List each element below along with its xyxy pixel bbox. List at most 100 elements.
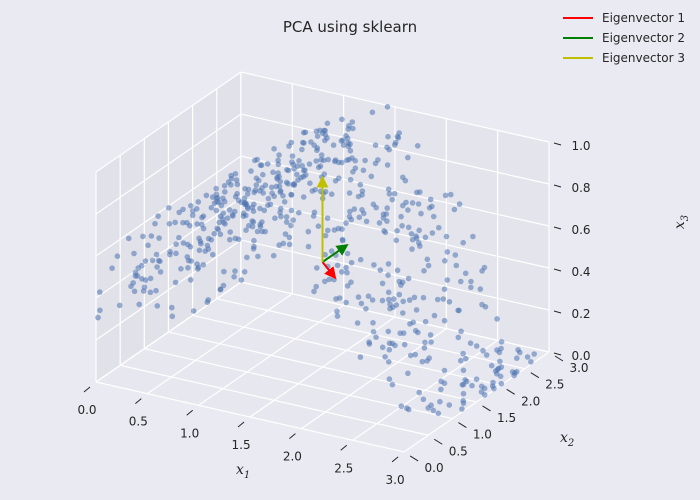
data-point — [313, 128, 320, 135]
data-point — [142, 258, 149, 264]
z-axis-label: x3 — [672, 215, 691, 229]
data-point — [245, 205, 251, 212]
data-point — [154, 303, 161, 309]
data-point — [350, 125, 356, 132]
data-point — [394, 228, 400, 234]
data-point — [488, 362, 495, 369]
data-point — [396, 278, 403, 285]
y-tick-mark — [506, 388, 515, 395]
data-point — [286, 241, 293, 248]
data-point — [208, 204, 215, 211]
data-point — [194, 221, 200, 227]
z-axis-label-sub: 3 — [680, 215, 691, 221]
data-point — [385, 289, 392, 296]
data-point — [531, 351, 537, 357]
data-point — [409, 246, 415, 252]
data-point — [405, 370, 411, 377]
data-point — [232, 235, 239, 242]
data-point — [270, 252, 277, 259]
data-point — [232, 208, 238, 215]
data-point — [440, 296, 447, 302]
data-point — [131, 288, 138, 295]
data-point — [387, 305, 393, 312]
data-point — [324, 215, 331, 221]
data-point — [344, 283, 351, 289]
y-tick-label: 2.5 — [545, 378, 564, 392]
data-point — [363, 218, 370, 225]
data-point — [469, 382, 475, 389]
data-point — [306, 161, 313, 167]
data-point — [172, 219, 178, 226]
data-point — [363, 306, 369, 312]
data-point — [414, 189, 420, 196]
data-point — [494, 316, 500, 322]
data-point — [148, 233, 155, 239]
x-tick-mark — [83, 386, 91, 393]
data-point — [360, 167, 367, 174]
data-point — [295, 177, 301, 183]
data-point — [187, 277, 194, 283]
data-point — [480, 347, 486, 354]
data-point — [300, 139, 306, 146]
y-gridline-floor — [95, 381, 405, 453]
data-point — [347, 148, 354, 154]
data-point — [409, 200, 416, 206]
data-point — [267, 201, 274, 208]
data-point — [226, 207, 233, 213]
data-point — [462, 270, 469, 277]
data-point — [436, 224, 442, 231]
y-axis-label: x2 — [560, 430, 574, 449]
data-point — [460, 390, 467, 397]
data-point — [271, 146, 277, 152]
data-point — [425, 405, 432, 411]
data-point — [437, 398, 443, 405]
x-tick-mark — [391, 456, 399, 463]
data-point — [393, 302, 400, 308]
data-point — [294, 171, 300, 178]
data-point — [339, 269, 345, 275]
data-point — [243, 227, 249, 233]
data-point — [250, 219, 257, 225]
data-point — [208, 237, 215, 243]
data-point — [517, 349, 523, 356]
data-point — [397, 330, 404, 337]
data-point — [283, 219, 290, 225]
data-point — [138, 262, 145, 269]
data-point — [325, 227, 331, 234]
data-point — [185, 265, 191, 271]
y-tick-label: 2.0 — [521, 394, 540, 408]
data-point — [131, 250, 137, 257]
data-point — [348, 259, 355, 266]
data-point — [294, 163, 301, 169]
legend: Eigenvector 1 Eigenvector 2 Eigenvector … — [556, 6, 696, 68]
data-point — [330, 142, 337, 148]
data-point — [194, 266, 201, 272]
data-point — [95, 314, 101, 321]
data-point — [372, 160, 379, 167]
z-tick-label: 0.2 — [571, 307, 590, 321]
data-point — [483, 352, 490, 358]
data-point — [426, 355, 433, 361]
data-point — [216, 219, 223, 226]
data-point — [444, 249, 451, 255]
data-point — [339, 116, 345, 123]
data-point — [470, 233, 476, 240]
data-point — [286, 234, 293, 241]
data-point — [257, 205, 263, 212]
data-point — [180, 240, 187, 246]
data-point — [406, 297, 413, 303]
data-point — [157, 258, 163, 265]
data-point — [139, 276, 145, 282]
data-point — [307, 180, 313, 186]
data-point — [300, 173, 307, 180]
data-point — [401, 341, 408, 348]
data-point — [343, 133, 349, 139]
x-tick-label: 2.5 — [334, 461, 353, 475]
data-point — [441, 317, 448, 324]
data-point — [288, 222, 294, 229]
data-point — [97, 307, 103, 314]
data-point — [257, 162, 264, 168]
data-point — [190, 308, 197, 314]
data-point — [387, 301, 393, 308]
data-point — [315, 223, 322, 229]
